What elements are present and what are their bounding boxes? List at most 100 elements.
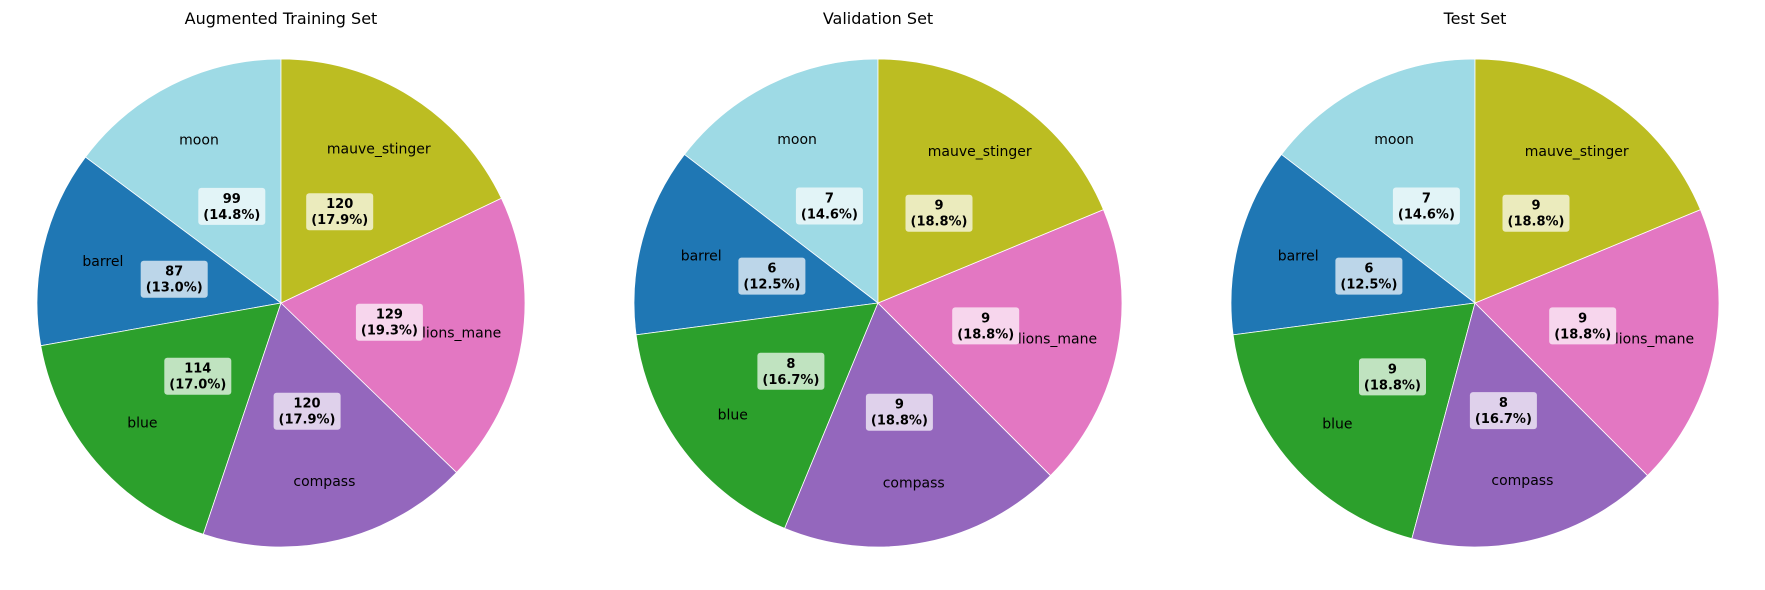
- pie-wedges: [633, 58, 1123, 548]
- slice-label-blue: blue: [1322, 417, 1352, 433]
- pie-slice-barrel: [36, 156, 282, 347]
- value-count: 129: [376, 308, 403, 323]
- pie-slice-barrel: [1230, 153, 1477, 336]
- value-percent: (12.5%): [743, 278, 800, 293]
- value-label-box: [952, 307, 1020, 345]
- slice-label-blue: blue: [718, 407, 748, 423]
- pie-labels: moon7(14.6%)barrel6(12.5%)blue9(18.8%)co…: [1278, 132, 1694, 489]
- slice-label-barrel: barrel: [681, 249, 722, 265]
- value-label-box: [1359, 358, 1426, 396]
- slice-label-moon: moon: [179, 132, 219, 148]
- value-percent: (16.7%): [1475, 412, 1532, 427]
- value-label-box: [140, 260, 208, 298]
- value-percent: (16.7%): [762, 373, 819, 388]
- slice-label-barrel: barrel: [82, 254, 123, 270]
- value-label-box: [1469, 392, 1537, 430]
- pie-labels: moon 99(14.8%) barrel 87(13.0%) blue 114(17.0…: [82, 132, 501, 489]
- value-percent: (18.8%): [871, 414, 928, 429]
- value-label-barrel: 6(12.5%): [1335, 257, 1403, 295]
- pie-slice-mauve-stinger: [877, 58, 1104, 304]
- chart-title: Augmented Training Set: [185, 9, 378, 28]
- value-label-box: [273, 392, 341, 430]
- pie-wedges: [1230, 58, 1720, 548]
- pie-slice-moon: [84, 58, 282, 304]
- value-count: 8: [1499, 396, 1508, 411]
- value-label-mauve-stinger: 9(18.8%): [1502, 194, 1570, 232]
- value-label-moon: 99(14.8%): [198, 187, 266, 225]
- value-count: 6: [767, 262, 776, 277]
- value-label-box: [865, 393, 933, 431]
- value-count: 6: [1364, 262, 1373, 277]
- value-label-compass: 9(18.8%): [865, 393, 933, 431]
- slice-label-mauve-stinger: mauve_stinger: [928, 144, 1032, 160]
- value-count: 9: [1388, 362, 1397, 377]
- value-percent: (18.8%): [1364, 378, 1421, 393]
- value-label-box: [164, 357, 232, 395]
- value-percent: (19.3%): [361, 324, 418, 339]
- value-percent: (18.8%): [1508, 215, 1565, 230]
- value-percent: (14.8%): [203, 208, 260, 223]
- slice-label-lions-mane: lions_mane: [422, 326, 501, 342]
- value-label-box: [1335, 257, 1403, 295]
- pie-chart-augmented-training: Augmented Training Set moon 99(14.8%) barr…: [36, 9, 526, 548]
- value-percent: (17.9%): [279, 413, 336, 428]
- value-count: 7: [1422, 192, 1431, 207]
- value-count: 114: [184, 362, 211, 377]
- value-percent: (18.8%): [911, 215, 968, 230]
- slice-label-blue: blue: [127, 416, 157, 432]
- slice-label-barrel: barrel: [1278, 249, 1319, 265]
- pie-chart-test: Test Set moon 7(14.6%) barrel 6(12.5%) blue 9…: [1230, 9, 1720, 548]
- value-count: 8: [786, 357, 795, 372]
- value-label-mauve-stinger: 120(17.9%): [306, 193, 374, 231]
- value-label-box: [306, 193, 374, 231]
- value-label-box: [905, 194, 973, 232]
- value-percent: (18.8%): [957, 327, 1014, 342]
- value-label-blue: 8(16.7%): [757, 352, 825, 390]
- slice-label-moon: moon: [777, 132, 817, 148]
- chart-title: Test Set: [1443, 9, 1507, 28]
- slice-label-compass: compass: [293, 474, 355, 490]
- value-count: 9: [981, 311, 990, 326]
- pie-labels: moon 7(14.6%) barrel 6(12.5%) blue 8(16.7%) co…: [681, 132, 1097, 492]
- value-percent: (14.6%): [1398, 208, 1455, 223]
- value-label-moon: 7(14.6%): [795, 187, 863, 225]
- slice-label-lions-mane: lions_mane: [1018, 332, 1097, 348]
- value-label-box: [355, 303, 423, 341]
- value-count: 120: [326, 197, 353, 212]
- value-label-box: [795, 187, 863, 225]
- slice-label-compass: compass: [1491, 473, 1553, 489]
- value-count: 9: [934, 199, 943, 214]
- value-count: 9: [1531, 199, 1540, 214]
- pie-slice-mauve-stinger: [280, 58, 502, 304]
- value-label-box: [1549, 307, 1617, 345]
- pie-slice-barrel: [633, 153, 880, 336]
- value-percent: (17.9%): [311, 213, 368, 228]
- pie-slice-mauve-stinger: [1474, 58, 1701, 304]
- pie-slice-moon: [1280, 58, 1476, 304]
- value-percent: (18.8%): [1554, 327, 1611, 342]
- value-count: 7: [825, 192, 834, 207]
- pie-wedges: [36, 58, 526, 548]
- value-percent: (17.0%): [169, 378, 226, 393]
- slice-label-lions-mane: lions_mane: [1615, 332, 1694, 348]
- value-label-lions-mane: 9(18.8%): [1549, 307, 1617, 345]
- chart-title: Validation Set: [823, 9, 933, 28]
- value-label-box: [198, 187, 266, 225]
- slice-label-compass: compass: [883, 476, 945, 492]
- value-label-compass: 8(16.7%): [1469, 392, 1537, 430]
- pie-slice-moon: [683, 58, 879, 304]
- value-label-blue: 9(18.8%): [1359, 358, 1426, 396]
- value-count: 9: [1578, 311, 1587, 326]
- value-label-barrel: 6(12.5%): [738, 257, 806, 295]
- value-label-box: [738, 257, 806, 295]
- value-count: 87: [165, 265, 183, 280]
- value-percent: (12.5%): [1340, 278, 1397, 293]
- value-label-compass: 120(17.9%): [273, 392, 341, 430]
- value-count: 9: [895, 398, 904, 413]
- value-label-mauve-stinger: 9(18.8%): [905, 194, 973, 232]
- value-count: 99: [223, 192, 241, 207]
- value-percent: (13.0%): [146, 281, 203, 296]
- slice-label-mauve-stinger: mauve_stinger: [327, 141, 431, 157]
- pie-chart-validation: Validation Set moon 7(14.6%) barrel 6(12.5%…: [633, 9, 1123, 548]
